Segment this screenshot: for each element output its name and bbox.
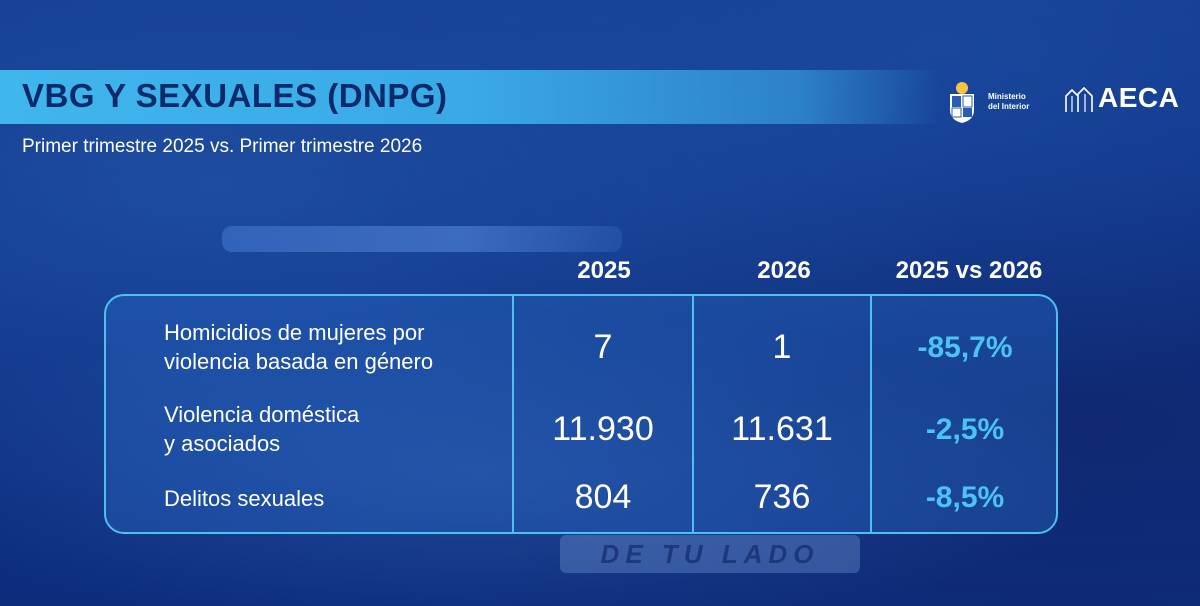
ministerio-line2: del Interior (988, 102, 1030, 111)
row-label-delitos-sexuales: Delitos sexuales (164, 484, 324, 513)
row-label-violencia-domestica: Violencia doméstica y asociados (164, 400, 359, 458)
value-2025-homicidios: 7 (593, 328, 613, 366)
change-homicidios: -85,7% (917, 331, 1013, 364)
coat-of-arms-icon (950, 82, 974, 123)
change-violencia-domestica: -2,5% (925, 413, 1005, 446)
car-slogan: DE TU LADO (560, 535, 860, 573)
row-label-line: Homicidios de mujeres por (164, 320, 425, 345)
ministerio-interior-logo: Ministerio del Interior (944, 80, 1044, 126)
car-slogan-text: DE TU LADO (600, 539, 820, 569)
table-divider (692, 294, 694, 534)
value-2026-homicidios: 1 (772, 328, 792, 366)
column-header-change: 2025 vs 2026 (895, 257, 1043, 284)
change-delitos-sexuales: -8,5% (925, 481, 1005, 514)
row-label-line: y asociados (164, 431, 281, 456)
value-2026-delitos-sexuales: 736 (753, 478, 811, 516)
data-table (104, 294, 1058, 534)
page-subtitle: Primer trimestre 2025 vs. Primer trimest… (22, 136, 423, 157)
police-light-bar (222, 226, 622, 252)
value-2026-violencia-domestica: 11.631 (731, 410, 833, 448)
page-title: VBG Y SEXUALES (DNPG) (22, 77, 448, 114)
value-2025-delitos-sexuales: 804 (574, 478, 632, 516)
aeca-building-icon (1065, 86, 1093, 112)
ministerio-line1: Ministerio (988, 92, 1026, 101)
row-label-line: violencia basada en género (164, 349, 434, 374)
row-label-line: Delitos sexuales (164, 486, 325, 511)
row-label-line: Violencia doméstica (164, 402, 360, 427)
police-car-shape (0, 280, 1200, 606)
table-divider (870, 294, 872, 534)
table-divider (512, 294, 514, 534)
aeca-logo-text: AECA (1098, 82, 1180, 113)
title-bar (0, 70, 940, 124)
value-2025-violencia-domestica: 11.930 (552, 410, 654, 448)
column-header-2025: 2025 (577, 257, 631, 284)
row-label-homicidios: Homicidios de mujeres por violencia basa… (164, 318, 433, 376)
column-header-2026: 2026 (757, 257, 811, 284)
aeca-logo: AECA (1064, 82, 1180, 118)
